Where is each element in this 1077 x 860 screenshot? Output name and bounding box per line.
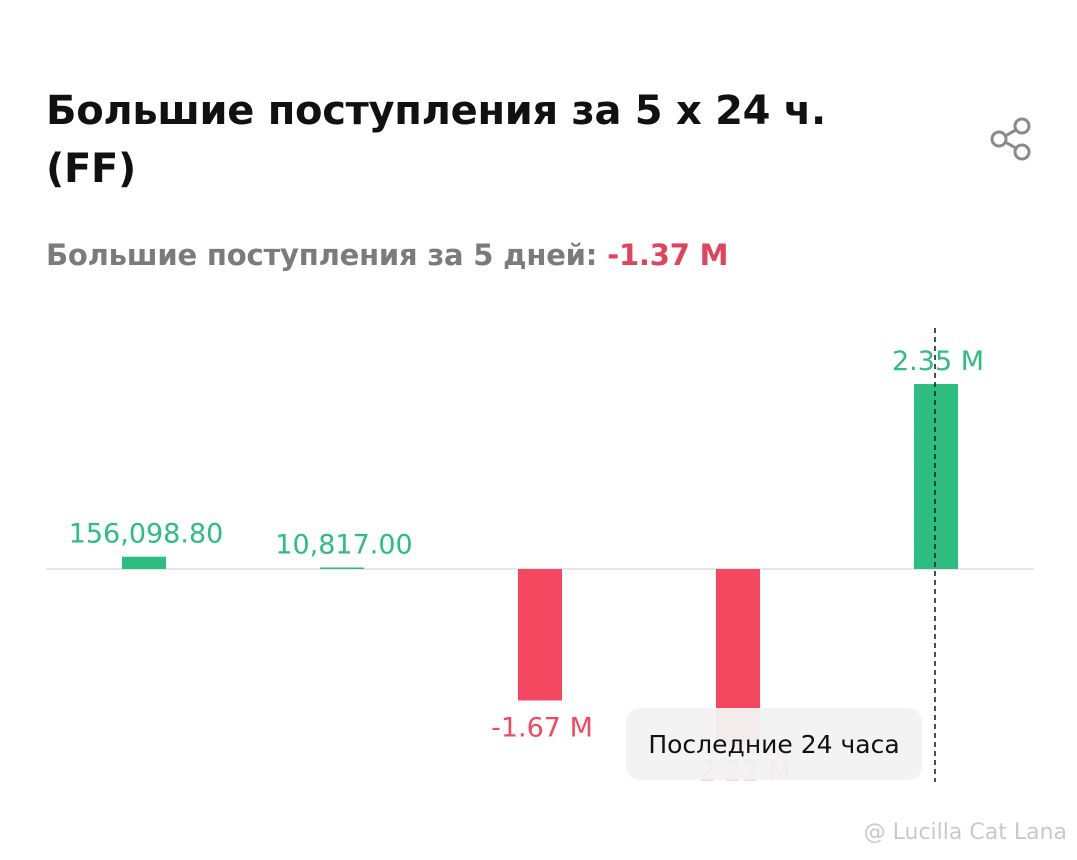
- watermark: @ Lucilla Cat Lana: [864, 820, 1067, 845]
- bar[interactable]: [914, 384, 958, 569]
- bar[interactable]: [320, 567, 364, 570]
- share-icon: [990, 117, 1031, 161]
- share-button[interactable]: [988, 116, 1034, 162]
- data-label: -1.67 M: [491, 712, 593, 743]
- bar[interactable]: [518, 569, 562, 701]
- data-label: 2.35 M: [892, 346, 984, 377]
- data-label: 10,817.00: [275, 530, 412, 561]
- chart-title: Большие поступления за 5 x 24 ч. (FF): [46, 88, 826, 192]
- summary-line: Большие поступления за 5 дней: -1.37 M: [46, 238, 728, 272]
- data-label: 156,098.80: [69, 519, 224, 550]
- summary-value: -1.37 M: [607, 238, 729, 272]
- summary-label: Большие поступления за 5 дней:: [46, 238, 598, 272]
- bar[interactable]: [122, 556, 166, 569]
- tooltip: Последние 24 часа: [626, 708, 922, 780]
- tooltip-text: Последние 24 часа: [648, 729, 900, 759]
- watermark-text: @ Lucilla Cat Lana: [863, 820, 1067, 845]
